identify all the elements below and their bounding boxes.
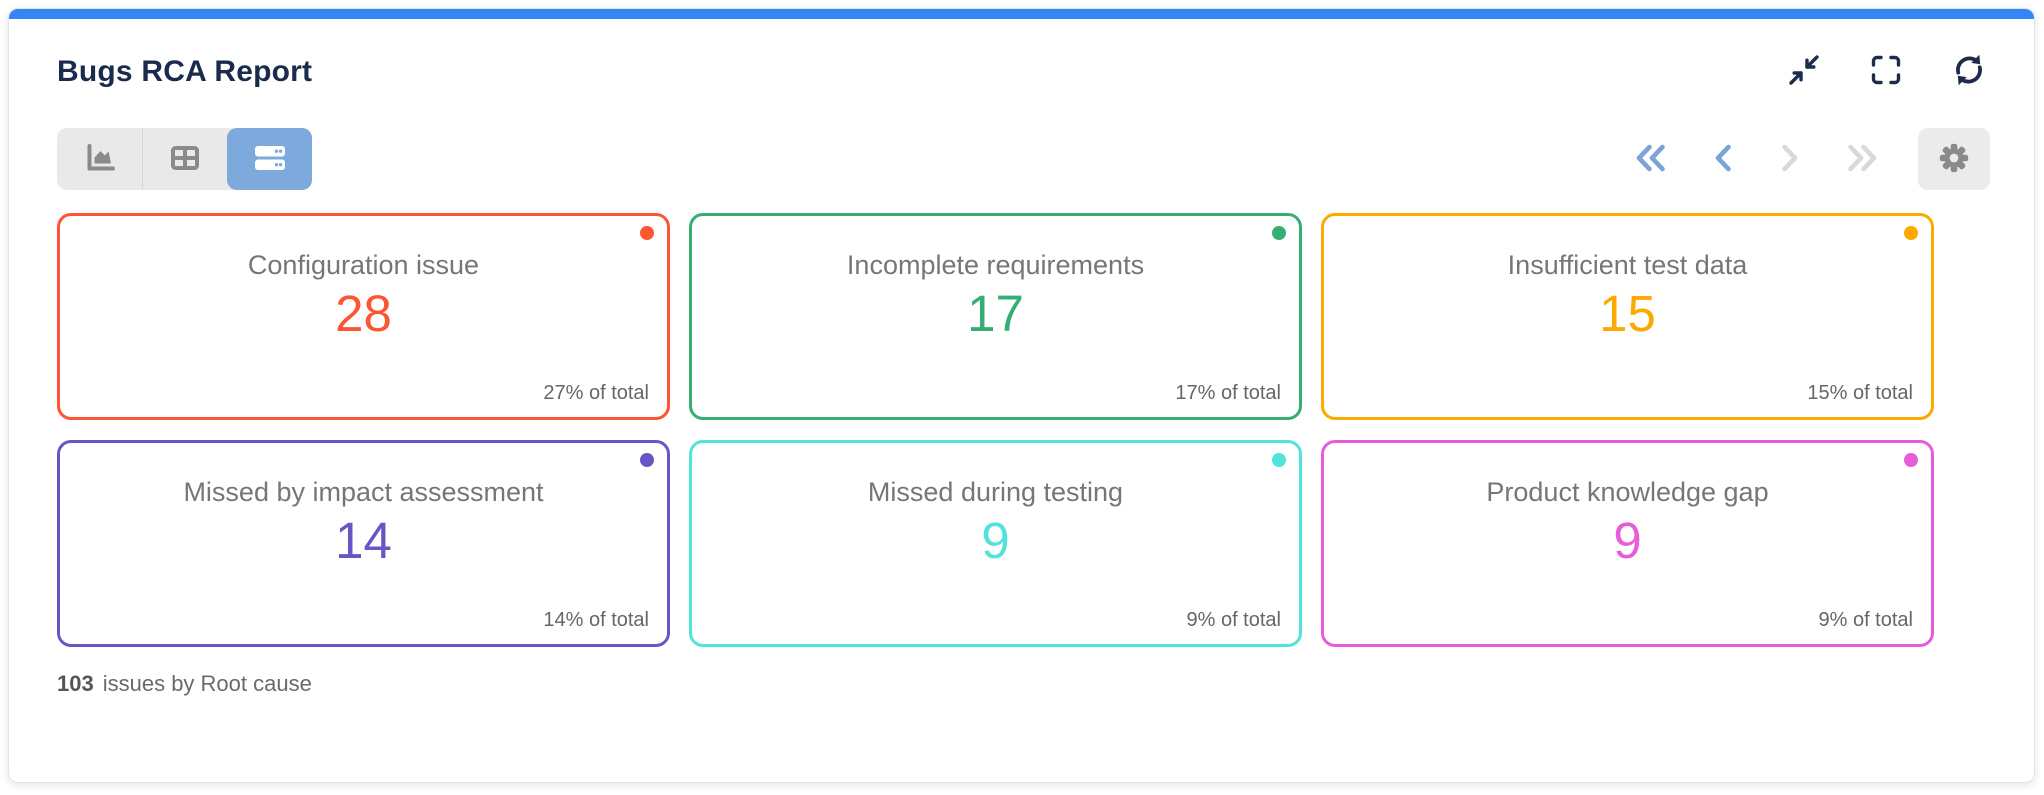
status-dot	[640, 226, 654, 240]
collapse-button[interactable]	[1786, 52, 1822, 91]
card-label: Missed during testing	[867, 477, 1124, 507]
card-percent: 15% of total	[1807, 382, 1913, 404]
view-mode-cards-button[interactable]	[227, 128, 312, 190]
total-issues-count: 103	[57, 671, 94, 696]
chevron-right-icon	[1775, 139, 1805, 180]
header-actions	[1786, 51, 1988, 92]
rca-card-product-knowledge-gap[interactable]: Product knowledge gap 9 9% of total	[1321, 440, 1934, 647]
widget-header: Bugs RCA Report	[9, 19, 2034, 92]
status-dot	[1272, 226, 1286, 240]
settings-button[interactable]	[1918, 128, 1990, 190]
card-percent: 9% of total	[1818, 609, 1913, 631]
status-dot	[1904, 453, 1918, 467]
bugs-rca-widget: Bugs RCA Report	[8, 8, 2035, 783]
area-chart-icon	[80, 138, 120, 181]
rca-card-incomplete-requirements[interactable]: Incomplete requirements 17 17% of total	[689, 213, 1302, 420]
card-value: 15	[1599, 285, 1656, 342]
rca-card-missed-during-testing[interactable]: Missed during testing 9 9% of total	[689, 440, 1302, 647]
rca-card-missed-by-impact-assessment[interactable]: Missed by impact assessment 14 14% of to…	[57, 440, 670, 647]
footer-label: issues by Root cause	[102, 671, 312, 696]
card-value: 17	[967, 285, 1024, 342]
card-value: 9	[1613, 512, 1642, 569]
view-mode-chart-button[interactable]	[57, 128, 142, 190]
rca-card-configuration-issue[interactable]: Configuration issue 28 27% of total	[57, 213, 670, 420]
rca-cards-grid: Configuration issue 28 27% of total Inco…	[9, 190, 2034, 647]
refresh-button[interactable]	[1950, 51, 1988, 92]
table-icon	[165, 138, 205, 181]
status-dot	[1272, 453, 1286, 467]
card-value: 14	[335, 512, 392, 569]
double-chevron-right-icon	[1842, 139, 1882, 180]
next-page-button[interactable]	[1775, 139, 1805, 180]
view-mode-table-button[interactable]	[142, 128, 227, 190]
toolbar	[9, 92, 2034, 190]
status-dot	[640, 453, 654, 467]
chevron-left-icon	[1708, 139, 1738, 180]
card-label: Missed by impact assessment	[183, 477, 544, 507]
collapse-icon	[1786, 52, 1822, 91]
view-toggle-group	[57, 128, 312, 190]
fullscreen-icon	[1868, 52, 1904, 91]
card-label: Insufficient test data	[1507, 250, 1748, 280]
refresh-icon	[1950, 51, 1988, 92]
status-dot	[1904, 226, 1918, 240]
previous-page-button[interactable]	[1708, 139, 1738, 180]
accent-bar	[9, 9, 2034, 19]
card-percent: 9% of total	[1186, 609, 1281, 631]
card-percent: 27% of total	[543, 382, 649, 404]
card-value: 28	[335, 285, 392, 342]
double-chevron-left-icon	[1631, 139, 1671, 180]
card-value: 9	[981, 512, 1010, 569]
card-label: Product knowledge gap	[1486, 477, 1769, 507]
last-page-button[interactable]	[1842, 139, 1882, 180]
card-label: Incomplete requirements	[846, 250, 1145, 280]
pager-area	[1631, 128, 1990, 190]
first-page-button[interactable]	[1631, 139, 1671, 180]
rca-card-insufficient-test-data[interactable]: Insufficient test data 15 15% of total	[1321, 213, 1934, 420]
summary-footer: 103 issues by Root cause	[9, 647, 2034, 697]
cards-icon	[250, 138, 290, 181]
card-label: Configuration issue	[247, 250, 480, 280]
gear-icon	[1937, 141, 1971, 178]
page-title: Bugs RCA Report	[57, 54, 313, 88]
pager	[1631, 139, 1882, 180]
card-percent: 17% of total	[1175, 382, 1281, 404]
card-percent: 14% of total	[543, 609, 649, 631]
fullscreen-button[interactable]	[1868, 52, 1904, 91]
